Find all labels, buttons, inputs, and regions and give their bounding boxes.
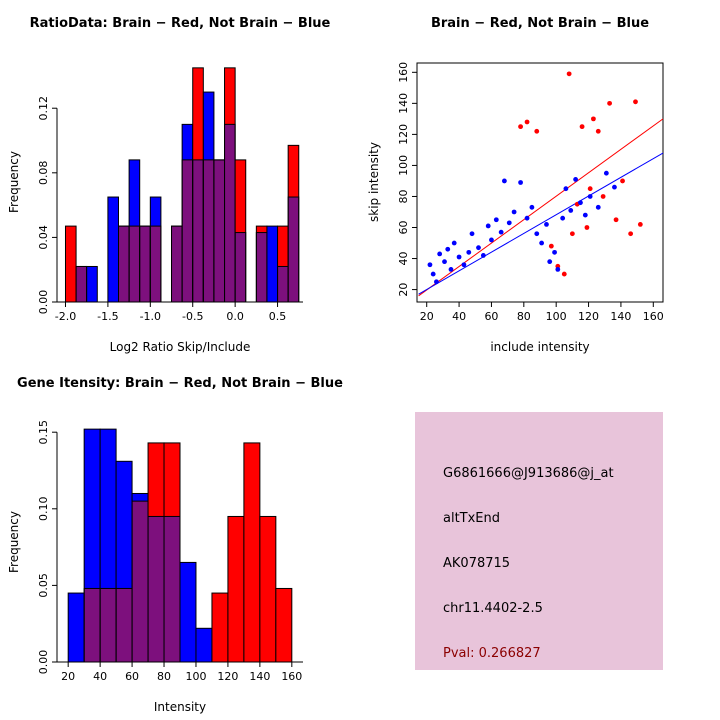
probe-id-text: G6861666@J913686@j_at	[443, 466, 614, 481]
svg-text:0.04: 0.04	[37, 225, 50, 250]
gene-intensity-histogram-plot: 20 40 60 80 100 120 140 160 0.00 0.05 0.10 0.15	[37, 420, 303, 683]
svg-text:0.00: 0.00	[37, 650, 50, 675]
svg-text:0.05: 0.05	[37, 573, 50, 598]
svg-text:0.0: 0.0	[226, 310, 244, 323]
panel-ratio-histogram: RatioData: Brain − Red, Not Brain − Blue…	[0, 0, 360, 360]
ratio-histogram-x-axis-label: Log2 Ratio Skip/Include	[109, 340, 251, 354]
svg-text:160: 160	[281, 670, 302, 683]
scatter-points-not-brain	[427, 170, 617, 285]
y-tick-labels: 0.00 0.04 0.08 0.12	[37, 96, 57, 314]
svg-text:0.5: 0.5	[269, 310, 287, 323]
event-type-text: altTxEnd	[443, 511, 501, 526]
scatter-title: Brain − Red, Not Brain − Blue	[430, 16, 650, 31]
locus-text: chr11.4402-2.5	[443, 601, 543, 616]
svg-text:120: 120	[397, 124, 410, 145]
svg-text:-1.0: -1.0	[140, 310, 161, 323]
y-tick-labels: 0.00 0.05 0.10 0.15	[37, 420, 57, 674]
axes	[416, 62, 664, 303]
x-tick-labels: -2.0 -1.5 -1.0 -0.5 0.0 0.5	[55, 302, 287, 323]
svg-text:140: 140	[610, 310, 631, 323]
scatter-x-axis-label: include intensity	[490, 340, 590, 354]
scatter-points-brain	[518, 71, 643, 277]
regression-line-brain-fit	[418, 118, 664, 297]
svg-text:80: 80	[157, 670, 171, 683]
histogram-bars	[64, 67, 300, 303]
svg-text:60: 60	[484, 310, 498, 323]
axes	[56, 108, 303, 303]
x-tick-labels: 20 40 60 80 100 120 140 160	[420, 302, 664, 323]
ratio-histogram-title: RatioData: Brain − Red, Not Brain − Blue	[29, 16, 331, 31]
regression-line-not-brain-fit	[418, 152, 664, 295]
ratio-histogram-plot: -2.0 -1.5 -1.0 -0.5 0.0 0.5 0.00 0.04 0.08 0.12	[37, 67, 303, 323]
svg-text:20: 20	[61, 670, 75, 683]
panel-gene-info: G6861666@J913686@j_at altTxEnd AK078715 …	[360, 360, 720, 720]
gene-histogram-title: Gene Itensity: Brain − Red, Not Brain − …	[17, 376, 343, 391]
panel-intensity-scatter: Brain − Red, Not Brain − Blue skip inten…	[360, 0, 720, 360]
accession-text: AK078715	[443, 556, 511, 571]
svg-text:40: 40	[93, 670, 107, 683]
histogram-bars	[67, 428, 293, 663]
svg-text:140: 140	[249, 670, 270, 683]
svg-text:160: 160	[643, 310, 664, 323]
svg-text:0.12: 0.12	[37, 96, 50, 121]
svg-text:0.10: 0.10	[37, 497, 50, 522]
intensity-scatter-plot: 20 40 60 80 100 120 140 160 20 40 60 80 100 120 140 160	[397, 62, 664, 323]
panel-gene-intensity-histogram: Gene Itensity: Brain − Red, Not Brain − …	[0, 360, 360, 720]
svg-text:100: 100	[185, 670, 206, 683]
y-tick-labels: 20 40 60 80 100 120 140 160	[397, 62, 417, 297]
svg-text:0.00: 0.00	[37, 290, 50, 315]
svg-text:0.08: 0.08	[37, 161, 50, 186]
gene-histogram-x-axis-label: Intensity	[153, 700, 207, 714]
svg-text:120: 120	[578, 310, 599, 323]
svg-text:-0.5: -0.5	[182, 310, 203, 323]
svg-text:100: 100	[397, 155, 410, 176]
svg-text:140: 140	[397, 93, 410, 114]
svg-text:40: 40	[397, 252, 410, 266]
svg-text:160: 160	[397, 62, 410, 83]
svg-text:120: 120	[217, 670, 238, 683]
svg-text:20: 20	[420, 310, 434, 323]
svg-text:-1.5: -1.5	[97, 310, 118, 323]
svg-text:80: 80	[397, 189, 410, 203]
svg-text:80: 80	[517, 310, 531, 323]
svg-text:40: 40	[452, 310, 466, 323]
gene-info-box: G6861666@J913686@j_at altTxEnd AK078715 …	[415, 412, 663, 670]
svg-text:-2.0: -2.0	[55, 310, 76, 323]
axes	[56, 432, 303, 663]
svg-text:0.15: 0.15	[37, 420, 50, 445]
x-tick-labels: 20 40 60 80 100 120 140 160	[61, 662, 302, 683]
svg-text:20: 20	[397, 283, 410, 297]
svg-text:100: 100	[546, 310, 567, 323]
svg-text:60: 60	[125, 670, 139, 683]
svg-text:60: 60	[397, 221, 410, 235]
pval-text: Pval: 0.266827	[443, 646, 541, 661]
